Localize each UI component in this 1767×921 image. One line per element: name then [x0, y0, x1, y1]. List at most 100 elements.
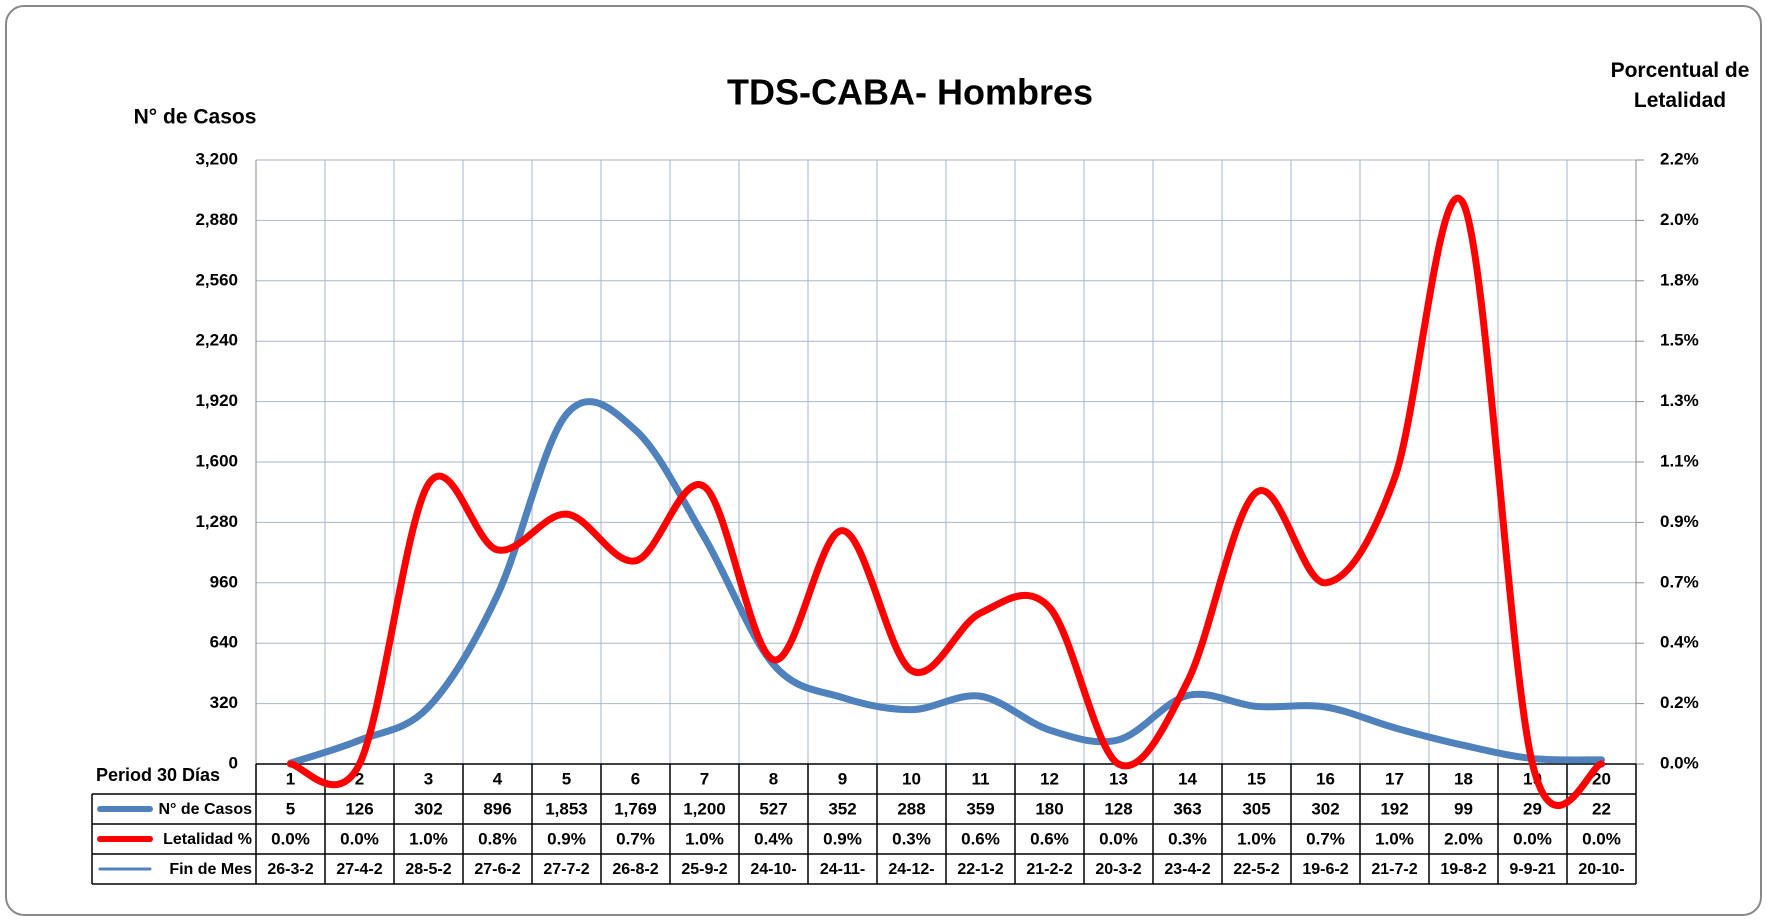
data-label: 896 [483, 799, 511, 818]
y2-tick-label: 1.8% [1660, 270, 1699, 289]
data-label: 302 [1311, 799, 1339, 818]
x-tick-label: 2 [355, 769, 364, 788]
data-label: 0.7% [1306, 829, 1345, 848]
y2-tick-label: 0.4% [1660, 633, 1699, 652]
data-label: 1.0% [1237, 829, 1276, 848]
data-label: 29 [1523, 799, 1542, 818]
table-cell: 25-9-2 [681, 861, 727, 878]
x-tick-label: 16 [1316, 769, 1335, 788]
data-label: 363 [1173, 799, 1201, 818]
y2-tick-label: 0.2% [1660, 693, 1699, 712]
table-cell: 28-5-2 [405, 861, 451, 878]
data-label: 0.3% [1168, 829, 1207, 848]
x-tick-label: 1 [286, 769, 295, 788]
table-cell: 20-3-2 [1095, 861, 1141, 878]
x-tick-label: 15 [1247, 769, 1266, 788]
x-tick-label: 5 [562, 769, 571, 788]
table-cell: 20-10- [1578, 861, 1624, 878]
x-tick-label: 7 [700, 769, 709, 788]
table-cell: 19-8-2 [1440, 861, 1486, 878]
x-tick-label: 4 [493, 769, 503, 788]
y-tick-label: 640 [210, 633, 238, 652]
table-cell: 9-9-21 [1509, 861, 1555, 878]
table-cell: 27-4-2 [336, 861, 382, 878]
data-label: 1,769 [614, 799, 657, 818]
data-label: 0.3% [892, 829, 931, 848]
data-label: 288 [897, 799, 925, 818]
legend-label: Letalidad % [163, 831, 252, 848]
x-tick-label: 11 [972, 769, 990, 788]
data-label: 0.4% [754, 829, 793, 848]
data-label: 0.0% [340, 829, 379, 848]
data-label: 0.0% [1513, 829, 1552, 848]
x-tick-label: 12 [1040, 769, 1059, 788]
data-label: 1,853 [545, 799, 588, 818]
y-tick-label: 320 [210, 693, 238, 712]
data-label: 0.0% [271, 829, 310, 848]
x-tick-label: 20 [1592, 769, 1611, 788]
table-cell: 24-11- [820, 861, 865, 878]
table-cell: 26-3-2 [267, 861, 313, 878]
data-label: 0.0% [1582, 829, 1621, 848]
table-cell: 21-7-2 [1371, 861, 1417, 878]
y-tick-label: 1,920 [195, 391, 238, 410]
y-tick-label: 2,560 [195, 270, 238, 289]
data-label: 126 [345, 799, 373, 818]
data-label: 302 [414, 799, 442, 818]
data-label: 352 [828, 799, 856, 818]
table-cell: 27-6-2 [474, 861, 520, 878]
data-label: 1,200 [683, 799, 726, 818]
x-tick-label: 9 [838, 769, 847, 788]
y2-tick-label: 1.3% [1660, 391, 1699, 410]
y-tick-label: 3,200 [195, 149, 238, 168]
y2-tick-label: 0.0% [1660, 753, 1699, 772]
y-tick-label: 0 [229, 753, 238, 772]
data-label: 0.9% [823, 829, 862, 848]
data-label: 0.0% [1099, 829, 1138, 848]
x-axis-title: Period 30 Días [96, 765, 220, 785]
series-line [287, 398, 1605, 767]
data-label: 128 [1104, 799, 1132, 818]
data-label: 2.0% [1444, 829, 1483, 848]
y2-tick-label: 2.0% [1660, 210, 1699, 229]
data-label: 192 [1380, 799, 1408, 818]
y-tick-label: 1,280 [195, 512, 238, 531]
data-label: 0.8% [478, 829, 517, 848]
y-tick-label: 960 [210, 572, 238, 591]
legend-label: N° de Casos [158, 801, 252, 818]
y2-tick-label: 0.7% [1660, 572, 1699, 591]
chart-title: TDS-CABA- Hombres [727, 72, 1093, 113]
legend-label: Fin de Mes [169, 861, 252, 878]
data-label: 0.6% [1030, 829, 1069, 848]
data-label: 22 [1592, 799, 1611, 818]
data-label: 180 [1035, 799, 1063, 818]
data-label: 1.0% [1375, 829, 1414, 848]
y2-tick-label: 2.2% [1660, 149, 1699, 168]
x-tick-label: 13 [1109, 769, 1128, 788]
data-label: 1.0% [409, 829, 448, 848]
y-tick-label: 1,600 [195, 451, 238, 470]
series-line [287, 194, 1605, 809]
table-cell: 22-5-2 [1233, 861, 1279, 878]
table-cell: 23-4-2 [1164, 861, 1210, 878]
data-label: 1.0% [685, 829, 724, 848]
x-tick-label: 18 [1454, 769, 1473, 788]
y-axis-title: N° de Casos [134, 106, 257, 129]
x-tick-label: 10 [902, 769, 921, 788]
table-cell: 21-2-2 [1026, 861, 1072, 878]
x-tick-label: 6 [631, 769, 640, 788]
table-cell: 24-10- [750, 861, 796, 878]
table-cell: 22-1-2 [957, 861, 1003, 878]
x-tick-label: 3 [424, 769, 433, 788]
y2-axis-title: Porcentual de Letalidad [1610, 59, 1750, 112]
data-label: 527 [759, 799, 787, 818]
table-cell: 19-6-2 [1302, 861, 1348, 878]
x-tick-label: 14 [1178, 769, 1197, 788]
data-label: 359 [966, 799, 994, 818]
y2-tick-label: 1.1% [1660, 451, 1699, 470]
data-label: 5 [286, 799, 295, 818]
y-tick-label: 2,880 [195, 210, 238, 229]
y-tick-label: 2,240 [195, 331, 238, 350]
table-cell: 24-12- [888, 861, 934, 878]
